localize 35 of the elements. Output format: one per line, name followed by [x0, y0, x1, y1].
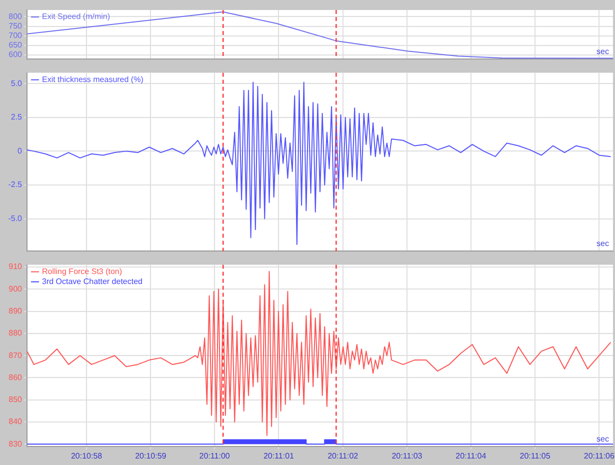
y-tick-label: 910 — [8, 262, 23, 272]
y-tick-label: 880 — [8, 328, 23, 338]
y-tick-label: 2.5 — [10, 112, 23, 122]
x-tick-label: 20:11:06 — [584, 451, 615, 460]
y-tick-label: 850 — [8, 395, 23, 404]
x-tick-label: 20:11:00 — [199, 451, 230, 460]
y-tick-label: 600 — [8, 50, 23, 60]
x-tick-label: 20:11:02 — [328, 451, 359, 460]
y-tick-label: 0 — [18, 146, 23, 156]
x-tick-label: 20:11:05 — [520, 451, 551, 460]
x-axis-title: sec — [596, 239, 609, 248]
y-tick-label: 650 — [8, 40, 23, 50]
x-tick-label: 20:10:58 — [70, 451, 103, 460]
y-tick-label: 5.0 — [10, 78, 23, 88]
y-tick-label: 840 — [8, 417, 23, 426]
legend-label: Exit thickness measured (%) — [42, 75, 144, 84]
x-tick-label: 20:11:03 — [392, 451, 423, 460]
y-tick-label: -2.5 — [8, 180, 23, 190]
x-tick-label: 20:10:59 — [135, 451, 167, 460]
x-axis-title: sec — [596, 434, 609, 444]
y-tick-label: 830 — [8, 439, 23, 448]
y-tick-label: 900 — [8, 284, 23, 294]
x-tick-label: 20:11:04 — [456, 451, 487, 460]
x-tick-label: 20:11:01 — [263, 451, 295, 460]
legend-label: Exit Speed (m/min) — [42, 12, 110, 22]
x-axis-title: sec — [596, 47, 609, 56]
legend-label: Rolling Force St3 (ton) — [42, 267, 122, 276]
y-tick-label: 700 — [8, 31, 23, 40]
y-tick-label: 870 — [8, 350, 23, 360]
legend-label: 3rd Octave Chatter detected — [42, 277, 142, 286]
y-tick-label: -5.0 — [8, 214, 23, 223]
y-tick-label: 890 — [8, 306, 23, 316]
y-tick-label: 750 — [8, 21, 23, 30]
y-tick-label: 800 — [8, 12, 23, 21]
y-tick-label: 860 — [8, 372, 23, 382]
